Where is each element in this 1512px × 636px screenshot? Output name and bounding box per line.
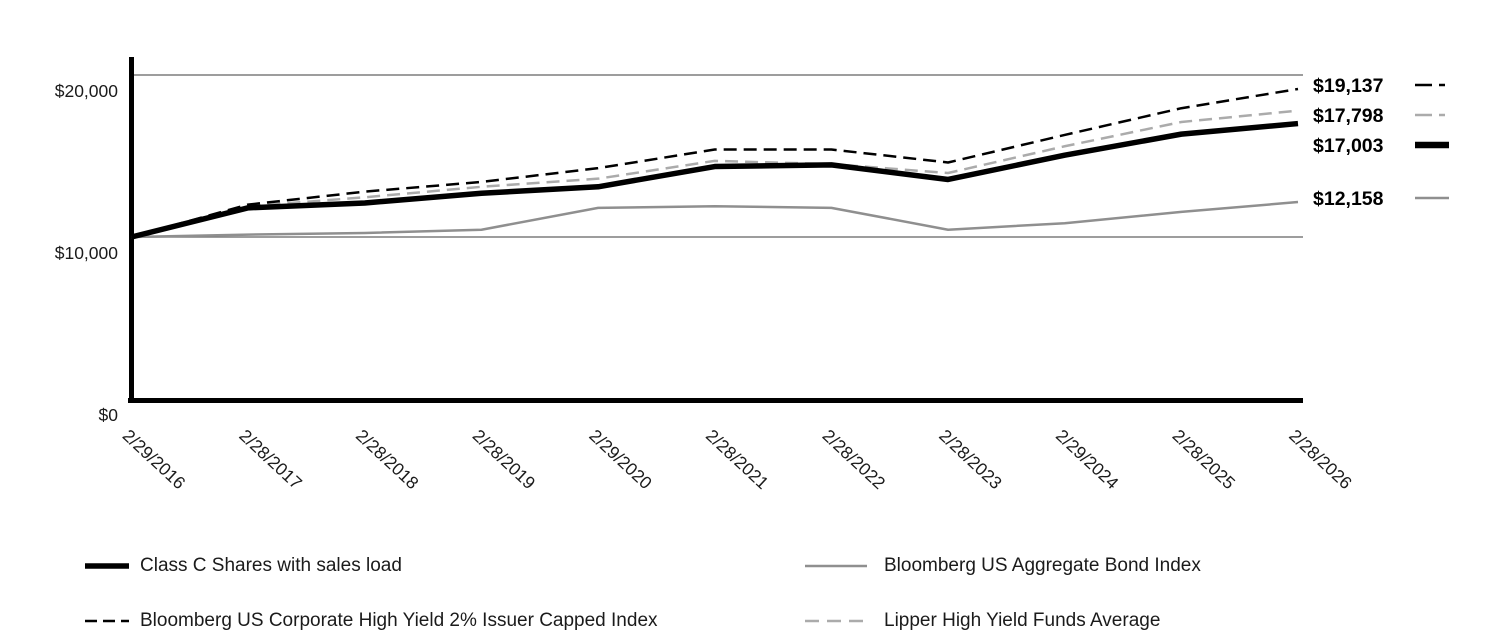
x-axis-tick-label: 2/29/2016 bbox=[119, 425, 190, 493]
x-axis-tick-label: 2/28/2026 bbox=[1285, 425, 1356, 493]
x-axis-tick-label: 2/29/2020 bbox=[585, 425, 656, 493]
end-value-label-2: $12,158 bbox=[1313, 188, 1384, 210]
legend-line-sample-class-c bbox=[85, 563, 129, 569]
series-line-1 bbox=[131, 87, 1299, 239]
legend-line-sample-aggregate-bond-index bbox=[805, 564, 867, 568]
x-axis-tick-label: 2/28/2023 bbox=[935, 425, 1006, 493]
end-value-label-1: $19,137 bbox=[1313, 75, 1384, 97]
y-axis-tick-label: $10,000 bbox=[55, 243, 119, 263]
legend-label-aggregate-bond-index: Bloomberg US Aggregate Bond Index bbox=[884, 555, 1201, 576]
x-axis-tick-label: 2/28/2017 bbox=[235, 425, 306, 493]
legend-line-sample-lipper-average bbox=[805, 619, 867, 623]
end-value-label-0: $17,003 bbox=[1313, 135, 1384, 157]
legend-item-class-c-shares: Class C Shares with sales load bbox=[85, 551, 402, 581]
legend-label-high-yield-index: Bloomberg US Corporate High Yield 2% Iss… bbox=[140, 610, 658, 631]
x-axis-tick-label: 2/28/2025 bbox=[1169, 425, 1240, 493]
series-line-0 bbox=[130, 120, 1299, 240]
x-axis-tick-label: 2/28/2019 bbox=[469, 425, 540, 493]
legend-line-sample-high-yield-index bbox=[85, 619, 129, 623]
legend-item-aggregate-bond-index: Bloomberg US Aggregate Bond Index bbox=[805, 551, 1201, 581]
legend-label-lipper-average: Lipper High Yield Funds Average bbox=[884, 610, 1161, 631]
legend-item-lipper-average: Lipper High Yield Funds Average bbox=[805, 606, 1160, 636]
series-line-2 bbox=[131, 200, 1299, 239]
y-axis-tick-label: $20,000 bbox=[55, 81, 119, 101]
x-axis-tick-label: 2/28/2018 bbox=[352, 425, 423, 493]
legend-label-class-c-shares: Class C Shares with sales load bbox=[140, 555, 402, 576]
growth-of-10000-line-chart: $0 $10,000 $20,000 2/29/2016 2/28/2017 2/28/2… bbox=[55, 57, 1449, 493]
end-value-label-3: $17,798 bbox=[1313, 105, 1384, 127]
legend-item-high-yield-index: Bloomberg US Corporate High Yield 2% Iss… bbox=[85, 606, 658, 636]
x-axis-tick-label: 2/28/2022 bbox=[819, 425, 890, 493]
series-line-3 bbox=[131, 109, 1299, 239]
x-axis-tick-label: 2/29/2024 bbox=[1052, 425, 1123, 493]
y-axis-tick-label: $0 bbox=[99, 405, 119, 425]
x-axis-tick-label: 2/28/2021 bbox=[702, 425, 773, 493]
